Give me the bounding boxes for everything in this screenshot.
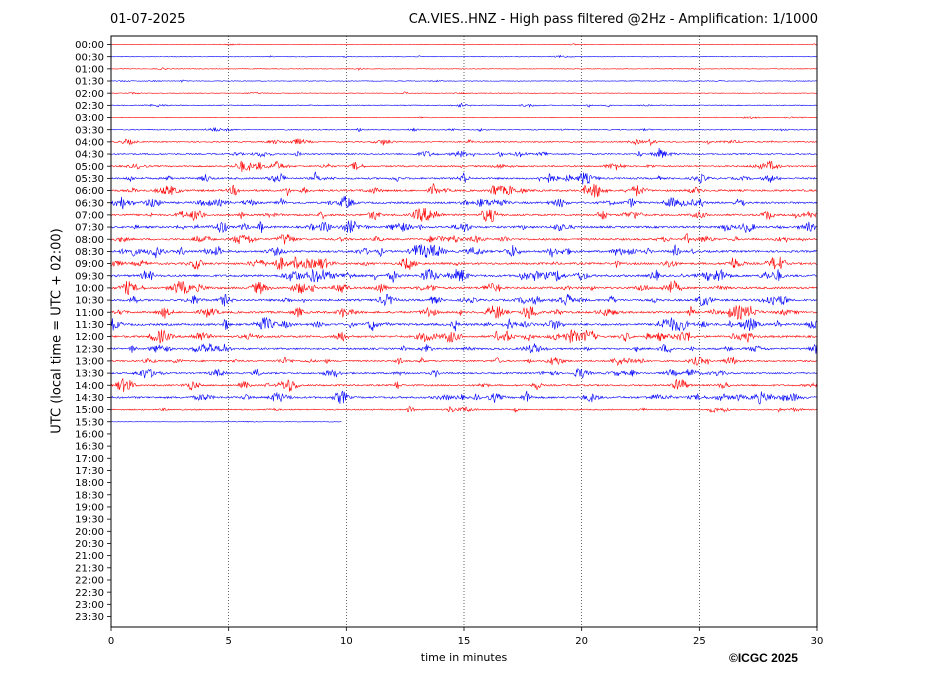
y-tick-label-17:30: 17:30 (75, 466, 104, 477)
y-tick-label-06:00: 06:00 (75, 186, 104, 197)
y-tick-label-07:30: 07:30 (75, 223, 104, 234)
x-axis-label: time in minutes (420, 651, 508, 664)
trace-row-07:00 (110, 207, 817, 223)
y-tick-label-01:00: 01:00 (75, 64, 104, 75)
trace-row-14:30 (110, 390, 817, 405)
y-tick-label-08:30: 08:30 (75, 247, 104, 258)
x-tick-label-25: 25 (693, 636, 706, 647)
y-tick-label-09:30: 09:30 (75, 271, 104, 282)
y-tick-label-11:00: 11:00 (75, 308, 104, 319)
trace-row-03:00 (110, 116, 817, 120)
x-tick-label-0: 0 (108, 636, 114, 647)
y-tick-label-21:30: 21:30 (75, 563, 104, 574)
trace-row-02:00 (110, 91, 817, 95)
x-tick-label-30: 30 (811, 636, 824, 647)
trace-row-09:00 (110, 256, 817, 270)
y-tick-label-19:30: 19:30 (75, 515, 104, 526)
x-tick-label-10: 10 (340, 636, 353, 647)
y-tick-label-07:00: 07:00 (75, 210, 104, 221)
y-tick-label-13:30: 13:30 (75, 369, 104, 380)
y-tick-label-02:00: 02:00 (75, 89, 104, 100)
y-tick-label-14:30: 14:30 (75, 393, 104, 404)
y-tick-label-12:30: 12:30 (75, 344, 104, 355)
y-tick-label-23:30: 23:30 (75, 612, 104, 623)
trace-row-05:30 (110, 171, 817, 185)
trace-row-01:30 (110, 79, 817, 83)
y-tick-label-00:30: 00:30 (75, 52, 104, 63)
y-tick-label-10:30: 10:30 (75, 296, 104, 307)
trace-row-15:30 (110, 420, 342, 423)
trace-row-13:30 (110, 368, 817, 379)
y-tick-label-04:30: 04:30 (75, 150, 104, 161)
trace-row-11:30 (110, 316, 817, 332)
y-tick-label-15:30: 15:30 (75, 417, 104, 428)
y-tick-label-17:00: 17:00 (75, 454, 104, 465)
x-tick-label-5: 5 (225, 636, 231, 647)
y-tick-label-23:00: 23:00 (75, 600, 104, 611)
y-tick-label-14:00: 14:00 (75, 381, 104, 392)
chart-date: 01-07-2025 (110, 12, 186, 27)
y-tick-label-18:00: 18:00 (75, 478, 104, 489)
trace-row-08:30 (110, 244, 817, 259)
y-tick-label-03:00: 03:00 (75, 113, 104, 124)
trace-row-09:30 (110, 268, 817, 283)
trace-row-14:00 (110, 378, 817, 393)
y-tick-label-16:00: 16:00 (75, 430, 104, 441)
trace-row-07:30 (110, 220, 817, 234)
y-tick-label-18:30: 18:30 (75, 490, 104, 501)
y-tick-label-05:30: 05:30 (75, 174, 104, 185)
x-tick-label-15: 15 (458, 636, 471, 647)
y-tick-label-04:00: 04:00 (75, 137, 104, 148)
trace-row-10:00 (110, 279, 817, 296)
trace-row-00:30 (110, 54, 817, 59)
chart-title: CA.VIES..HNZ - High pass filtered @2Hz -… (408, 12, 818, 27)
copyright-notice: ©ICGC 2025 (729, 651, 798, 665)
trace-row-06:30 (110, 196, 817, 210)
y-tick-label-20:00: 20:00 (75, 527, 104, 538)
y-tick-label-16:30: 16:30 (75, 442, 104, 453)
y-tick-label-00:00: 00:00 (75, 40, 104, 51)
trace-row-04:30 (110, 147, 817, 158)
y-tick-label-22:30: 22:30 (75, 588, 104, 599)
y-tick-label-10:00: 10:00 (75, 284, 104, 295)
plot-frame (110, 35, 818, 628)
y-tick-label-13:00: 13:00 (75, 357, 104, 368)
y-axis-label: UTC (local time = UTC + 02:00) (49, 228, 65, 434)
y-tick-label-02:30: 02:30 (75, 101, 104, 112)
trace-row-04:00 (110, 138, 817, 147)
trace-row-06:00 (110, 182, 817, 198)
y-tick-label-15:00: 15:00 (75, 405, 104, 416)
trace-row-01:00 (110, 67, 817, 71)
y-tick-label-11:30: 11:30 (75, 320, 104, 331)
y-tick-label-19:00: 19:00 (75, 503, 104, 514)
y-tick-label-20:30: 20:30 (75, 539, 104, 550)
y-tick-label-08:00: 08:00 (75, 235, 104, 246)
trace-row-13:00 (110, 356, 817, 367)
trace-row-10:30 (110, 294, 817, 307)
y-tick-label-21:00: 21:00 (75, 551, 104, 562)
y-tick-label-06:30: 06:30 (75, 198, 104, 209)
y-tick-label-12:00: 12:00 (75, 332, 104, 343)
y-tick-label-03:30: 03:30 (75, 125, 104, 136)
trace-row-02:30 (110, 102, 817, 109)
trace-row-08:00 (110, 232, 817, 245)
trace-row-12:00 (110, 329, 817, 344)
trace-row-00:00 (110, 43, 817, 46)
x-tick-label-20: 20 (575, 636, 588, 647)
trace-row-11:00 (110, 305, 817, 321)
y-tick-label-22:00: 22:00 (75, 576, 104, 587)
trace-row-05:00 (110, 160, 817, 172)
trace-row-12:30 (110, 343, 817, 354)
trace-row-15:00 (110, 406, 817, 413)
trace-row-03:30 (110, 126, 817, 133)
y-tick-label-09:00: 09:00 (75, 259, 104, 270)
y-tick-label-01:30: 01:30 (75, 77, 104, 88)
y-tick-label-05:00: 05:00 (75, 162, 104, 173)
